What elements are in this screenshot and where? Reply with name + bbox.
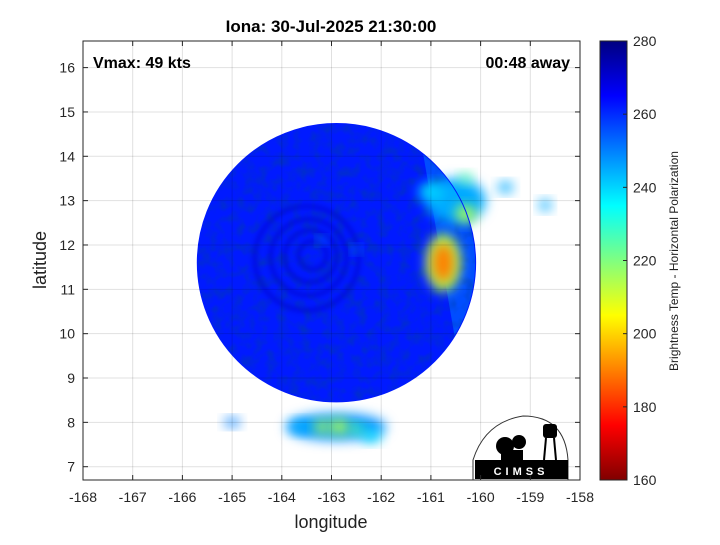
eye-band: [282, 227, 340, 285]
x-tick-label: -168: [69, 489, 97, 505]
y-tick-label: 14: [59, 148, 75, 164]
logo-building: [501, 450, 523, 460]
swath-layer: [196, 123, 552, 443]
y-tick-label: 13: [59, 193, 75, 209]
colorbar-tick-label: 260: [633, 106, 657, 122]
y-tick-label: 8: [67, 414, 75, 430]
grid: [83, 41, 580, 480]
x-tick-label: -167: [119, 489, 147, 505]
y-tick-label: 11: [60, 281, 75, 297]
y-tick-label: 10: [59, 326, 75, 342]
convection-feature: [352, 245, 361, 253]
convection-feature: [497, 182, 513, 193]
colorbar-tick-label: 160: [633, 472, 657, 488]
vmax-annotation: Vmax: 49 kts: [93, 55, 191, 72]
time-away-annotation: 00:48 away: [485, 55, 570, 72]
x-tick-label: -164: [268, 489, 296, 505]
cimss-logo: CIMSS: [472, 415, 569, 481]
eye-band: [252, 203, 362, 313]
colorbar-tick-label: 220: [633, 253, 657, 269]
colorbar-tick-label: 280: [633, 33, 657, 49]
convection-feature: [314, 420, 330, 434]
x-tick-label: -163: [317, 489, 345, 505]
chart-title: Iona: 30-Jul-2025 21:30:00: [226, 17, 437, 36]
colorbar-tick-label: 200: [633, 326, 657, 342]
y-tick-label: 16: [59, 60, 75, 76]
y-tick-label: 12: [59, 237, 75, 253]
logo-dish: [512, 435, 526, 449]
logo-tower-leg: [543, 437, 547, 461]
convection-feature: [348, 423, 364, 435]
x-tick-label: -166: [168, 489, 196, 505]
convection-feature: [329, 418, 349, 435]
convection-feature: [459, 173, 472, 184]
colorbar-tick-label: 240: [633, 179, 657, 195]
y-tick-label: 7: [67, 459, 75, 475]
y-axis-label: latitude: [30, 231, 50, 289]
colorbar-label: Brightness Temp - Horizontal Polarizatio…: [667, 151, 681, 371]
convection-feature: [317, 236, 326, 245]
x-tick-label: -162: [367, 489, 395, 505]
colorbar-tick-label: 180: [633, 399, 657, 415]
logo-band: [475, 460, 568, 479]
y-tick-label: 9: [67, 370, 75, 386]
convection-feature: [418, 182, 444, 201]
logo-text: CIMSS: [494, 466, 549, 478]
convection-feature: [539, 199, 552, 211]
colorbar: [599, 40, 628, 481]
x-axis-label: longitude: [294, 512, 367, 532]
x-tick-label: -158: [566, 489, 594, 505]
x-tick-label: -159: [516, 489, 544, 505]
logo-tower-leg: [553, 437, 557, 461]
logo-tower-tank: [543, 424, 557, 438]
x-tick-label: -160: [467, 489, 495, 505]
y-tick-label: 15: [59, 104, 75, 120]
convection-feature: [432, 242, 455, 283]
axes: -168 -167 -166 -165 -164 -163 -162 -161 -160 -159…: [59, 33, 656, 505]
x-tick-label: -165: [218, 489, 246, 505]
swath-edge: [196, 123, 477, 403]
x-tick-label: -161: [417, 489, 445, 505]
convection-feature: [289, 420, 315, 434]
convection-feature: [455, 205, 476, 223]
eye-band: [268, 216, 350, 298]
convection-feature: [361, 429, 382, 443]
eye-band: [296, 238, 330, 272]
convection-feature: [224, 417, 240, 427]
